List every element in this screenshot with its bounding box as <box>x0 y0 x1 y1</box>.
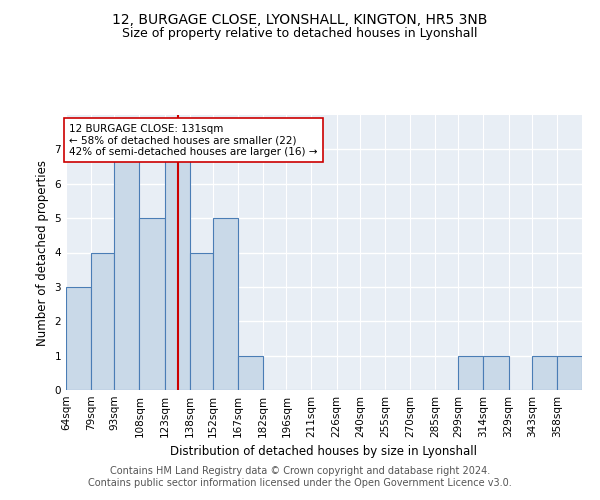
Bar <box>115 150 139 390</box>
X-axis label: Distribution of detached houses by size in Lyonshall: Distribution of detached houses by size … <box>170 446 478 458</box>
Y-axis label: Number of detached properties: Number of detached properties <box>36 160 49 346</box>
Bar <box>532 356 557 390</box>
Bar <box>66 287 91 390</box>
Text: 12 BURGAGE CLOSE: 131sqm
← 58% of detached houses are smaller (22)
42% of semi-d: 12 BURGAGE CLOSE: 131sqm ← 58% of detach… <box>70 124 318 157</box>
Bar <box>213 218 238 390</box>
Bar <box>139 218 164 390</box>
Text: Contains HM Land Registry data © Crown copyright and database right 2024.
Contai: Contains HM Land Registry data © Crown c… <box>88 466 512 487</box>
Bar <box>238 356 263 390</box>
Text: 12, BURGAGE CLOSE, LYONSHALL, KINGTON, HR5 3NB: 12, BURGAGE CLOSE, LYONSHALL, KINGTON, H… <box>112 12 488 26</box>
Bar <box>91 252 115 390</box>
Text: Size of property relative to detached houses in Lyonshall: Size of property relative to detached ho… <box>122 28 478 40</box>
Bar <box>484 356 509 390</box>
Bar <box>458 356 484 390</box>
Bar <box>557 356 582 390</box>
Bar <box>190 252 213 390</box>
Bar <box>164 150 190 390</box>
